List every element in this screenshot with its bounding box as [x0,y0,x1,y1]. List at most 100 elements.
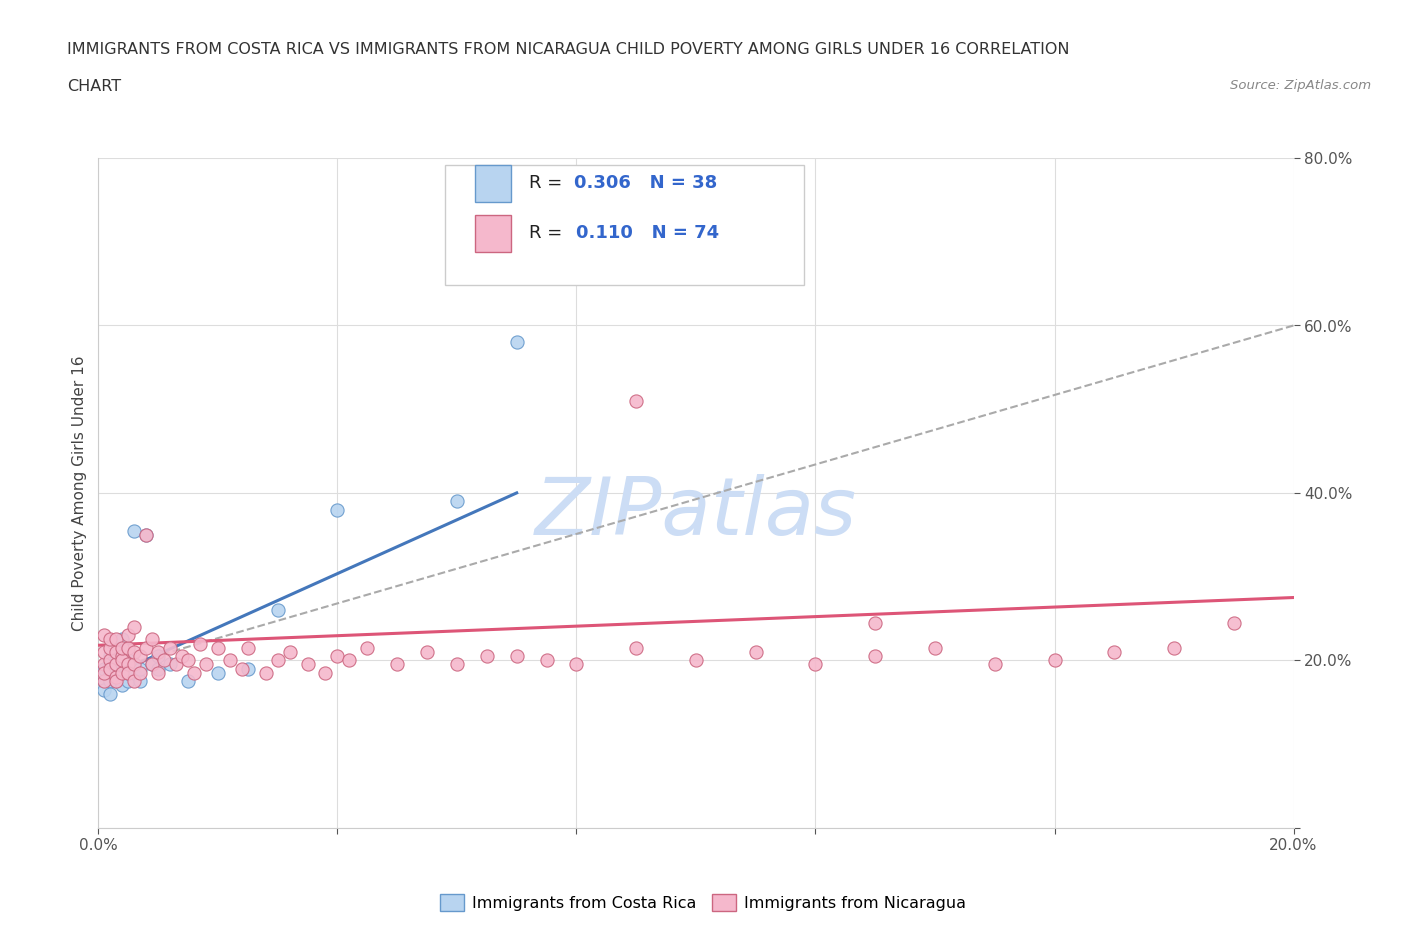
Point [624,640,647,655]
Point [111,670,134,684]
Point [129,649,152,664]
Point [254,666,277,681]
Point [1104,644,1126,659]
Point [177,653,200,668]
Point [129,666,152,681]
Point [135,640,157,655]
Text: ZIPatlas: ZIPatlas [534,474,858,552]
Bar [475,215,510,252]
Point [745,644,768,659]
Point [446,494,468,509]
Point [93,657,115,671]
Point [105,657,128,671]
Point [536,653,558,668]
Point [236,661,259,676]
Point [135,527,157,542]
Point [1223,616,1246,631]
Point [117,657,139,671]
Point [98,666,122,681]
Point [93,683,115,698]
Point [153,653,176,668]
Text: R =: R = [529,174,568,193]
Point [129,661,152,676]
Point [207,666,229,681]
Point [1163,640,1185,655]
Point [124,523,146,538]
Point [93,661,115,676]
Y-axis label: Child Poverty Among Girls Under 16: Child Poverty Among Girls Under 16 [72,355,87,631]
Text: IMMIGRANTS FROM COSTA RICA VS IMMIGRANTS FROM NICARAGUA CHILD POVERTY AMONG GIRL: IMMIGRANTS FROM COSTA RICA VS IMMIGRANTS… [67,42,1070,57]
Point [159,657,181,671]
Point [105,673,128,688]
Point [111,678,134,693]
Text: CHART: CHART [67,79,121,94]
Point [141,632,163,647]
Point [111,640,134,655]
Point [111,666,134,681]
Point [385,657,409,671]
Point [105,670,128,684]
Point [685,653,707,668]
Point [159,640,181,655]
Point [111,657,134,671]
Point [267,653,290,668]
Point [236,640,259,655]
Point [111,640,134,655]
Point [98,686,122,701]
Point [141,657,163,671]
Point [98,632,122,647]
Point [446,657,468,671]
Text: 0.306   N = 38: 0.306 N = 38 [574,174,717,193]
Point [117,666,139,681]
Point [624,393,647,408]
Point [804,657,827,671]
Point [105,632,128,647]
Point [93,673,115,688]
Point [416,644,439,659]
Point [506,335,529,350]
Bar [475,165,510,202]
Text: 0.110   N = 74: 0.110 N = 74 [576,224,720,243]
FancyBboxPatch shape [444,165,804,286]
Point [105,666,128,681]
Point [129,673,152,688]
Text: R =: R = [529,224,574,243]
Point [124,657,146,671]
Legend: Immigrants from Costa Rica, Immigrants from Nicaragua: Immigrants from Costa Rica, Immigrants f… [433,887,973,917]
Point [93,666,115,681]
Point [356,640,378,655]
Point [117,657,139,671]
Point [98,640,122,655]
Point [98,657,122,671]
Point [148,644,170,659]
Point [194,657,218,671]
Point [124,673,146,688]
Point [98,653,122,668]
Point [207,640,229,655]
Point [165,657,187,671]
Point [172,649,194,664]
Point [111,632,134,647]
Point [326,649,349,664]
Point [105,644,128,659]
Point [475,649,498,664]
Point [124,619,146,634]
Point [93,644,115,659]
Point [148,661,170,676]
Point [105,661,128,676]
Point [117,640,139,655]
Point [297,657,319,671]
Point [865,649,887,664]
Point [98,649,122,664]
Point [93,673,115,688]
Point [924,640,946,655]
Point [183,666,205,681]
Point [117,666,139,681]
Point [188,636,211,651]
Point [148,666,170,681]
Point [219,653,242,668]
Point [135,527,157,542]
Point [339,653,360,668]
Point [1043,653,1066,668]
Point [117,673,139,688]
